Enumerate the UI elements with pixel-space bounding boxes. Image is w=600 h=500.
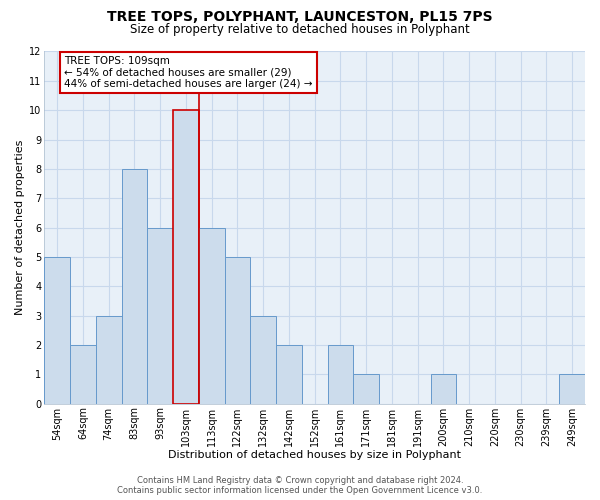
- Bar: [328, 345, 353, 404]
- Bar: [431, 374, 456, 404]
- Text: TREE TOPS: 109sqm
← 54% of detached houses are smaller (29)
44% of semi-detached: TREE TOPS: 109sqm ← 54% of detached hous…: [64, 56, 313, 89]
- Text: TREE TOPS, POLYPHANT, LAUNCESTON, PL15 7PS: TREE TOPS, POLYPHANT, LAUNCESTON, PL15 7…: [107, 10, 493, 24]
- Bar: [148, 228, 173, 404]
- Bar: [44, 257, 70, 404]
- X-axis label: Distribution of detached houses by size in Polyphant: Distribution of detached houses by size …: [168, 450, 461, 460]
- Bar: [70, 345, 96, 404]
- Bar: [173, 110, 199, 404]
- Bar: [199, 228, 224, 404]
- Bar: [559, 374, 585, 404]
- Bar: [250, 316, 276, 404]
- Bar: [122, 169, 148, 404]
- Bar: [96, 316, 122, 404]
- Bar: [276, 345, 302, 404]
- Y-axis label: Number of detached properties: Number of detached properties: [15, 140, 25, 316]
- Text: Size of property relative to detached houses in Polyphant: Size of property relative to detached ho…: [130, 22, 470, 36]
- Bar: [353, 374, 379, 404]
- Text: Contains HM Land Registry data © Crown copyright and database right 2024.
Contai: Contains HM Land Registry data © Crown c…: [118, 476, 482, 495]
- Bar: [224, 257, 250, 404]
